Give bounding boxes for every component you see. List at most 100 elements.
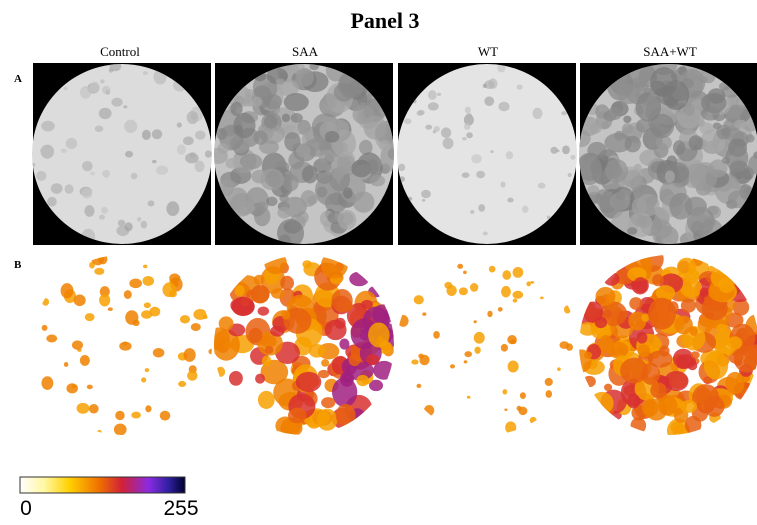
colony xyxy=(631,198,647,215)
colony xyxy=(282,174,299,192)
colony-intensity xyxy=(463,360,468,364)
colony-intensity xyxy=(473,320,477,324)
colony xyxy=(316,186,328,198)
colony xyxy=(482,231,488,236)
colony xyxy=(81,188,93,199)
colony xyxy=(567,172,572,178)
colony-intensity xyxy=(317,369,330,379)
colony xyxy=(266,196,278,207)
colony-intensity xyxy=(473,331,485,344)
colony-intensity xyxy=(540,296,544,300)
colony-intensity xyxy=(366,354,380,366)
colony xyxy=(309,64,319,71)
colony-intensity xyxy=(674,315,693,335)
colony-intensity xyxy=(107,307,113,312)
colony xyxy=(186,110,199,125)
colony-intensity xyxy=(257,330,283,356)
colony-intensity xyxy=(214,329,240,361)
colony-intensity xyxy=(41,324,48,331)
colony-intensity xyxy=(433,330,440,339)
colony-intensity xyxy=(677,257,697,276)
colony-intensity xyxy=(356,374,370,387)
colony xyxy=(32,162,36,167)
colony-intensity xyxy=(743,344,757,362)
colony xyxy=(507,197,514,203)
colony xyxy=(130,172,138,180)
colony-intensity xyxy=(339,338,350,350)
colony-intensity xyxy=(123,290,132,299)
colony xyxy=(300,190,317,207)
colony xyxy=(623,115,632,124)
colony xyxy=(464,106,471,114)
colony xyxy=(482,83,488,88)
colony xyxy=(579,154,603,186)
colony-intensity xyxy=(283,307,312,334)
colony-intensity xyxy=(360,299,374,310)
colony-intensity xyxy=(71,340,83,350)
colony-intensity xyxy=(684,415,702,434)
colony xyxy=(672,140,686,155)
colony-intensity xyxy=(502,270,512,280)
colony xyxy=(64,184,74,194)
colony xyxy=(497,64,506,73)
colony xyxy=(471,154,482,164)
colony xyxy=(647,139,656,149)
colony xyxy=(470,210,475,214)
colony-intensity xyxy=(76,402,90,414)
colony-intensity xyxy=(280,275,294,291)
colony-intensity xyxy=(512,290,524,299)
colony-intensity xyxy=(565,343,573,351)
colony xyxy=(687,163,707,179)
colony xyxy=(244,88,255,99)
colony-intensity xyxy=(271,288,285,299)
colony xyxy=(589,122,602,134)
colony xyxy=(516,84,523,90)
colony-intensity xyxy=(397,315,409,327)
colony-intensity xyxy=(183,348,196,362)
colony xyxy=(465,113,473,119)
colony xyxy=(436,92,442,96)
colony-intensity xyxy=(648,297,677,330)
colony xyxy=(283,93,309,112)
colony xyxy=(604,132,633,153)
colony xyxy=(151,129,163,140)
colony-intensity xyxy=(208,348,212,355)
colony-intensity xyxy=(488,265,496,273)
colony xyxy=(605,158,629,183)
colony-intensity xyxy=(99,286,110,298)
colony xyxy=(500,181,506,188)
colony-intensity xyxy=(316,408,338,431)
colony xyxy=(490,150,494,154)
colony-intensity xyxy=(466,395,471,399)
colony xyxy=(595,189,612,208)
colony-intensity xyxy=(699,287,709,298)
micrograph-well xyxy=(397,64,577,244)
colony xyxy=(225,157,239,169)
colony xyxy=(546,215,551,220)
colony xyxy=(677,105,702,129)
colony-intensity xyxy=(86,384,93,390)
row-label: B xyxy=(14,259,22,271)
colony-intensity xyxy=(119,341,132,351)
colony-intensity xyxy=(281,310,291,320)
colony-intensity xyxy=(594,316,608,329)
colony-intensity xyxy=(152,347,165,358)
colony-intensity xyxy=(41,298,50,306)
colony-intensity xyxy=(710,267,730,288)
colony-intensity xyxy=(504,408,508,411)
colony-intensity xyxy=(275,416,295,435)
colonies xyxy=(214,64,394,244)
colony-intensity xyxy=(115,410,125,421)
colony xyxy=(624,135,641,153)
colony xyxy=(101,206,109,214)
image-grid xyxy=(32,63,757,435)
colony xyxy=(650,219,673,239)
colony xyxy=(136,217,142,222)
colony xyxy=(318,149,335,164)
colony-intensity xyxy=(190,323,201,331)
colony-intensity xyxy=(94,267,105,275)
colony-intensity xyxy=(422,312,427,316)
colony-intensity xyxy=(598,335,614,352)
colony-intensity xyxy=(253,274,265,285)
colony xyxy=(351,159,372,178)
